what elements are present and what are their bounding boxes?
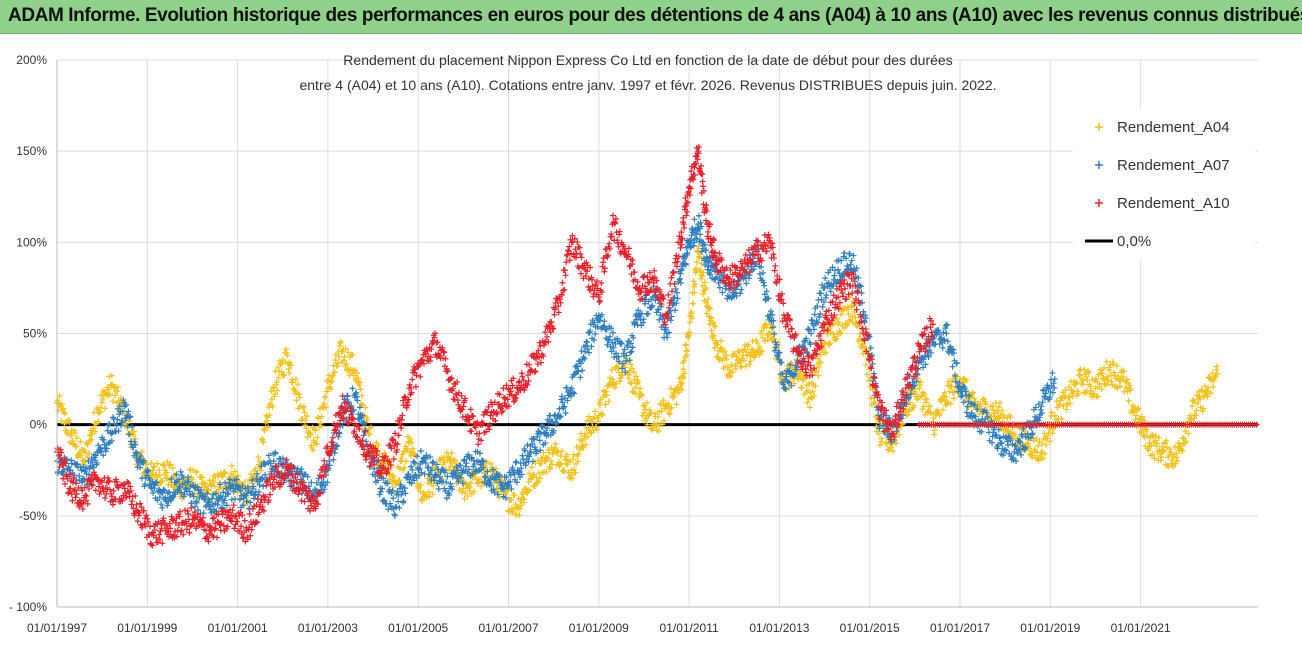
page-title: ADAM Informe. Evolution historique des p… — [8, 5, 1302, 27]
header-banner: ADAM Informe. Evolution historique des p… — [0, 0, 1302, 34]
